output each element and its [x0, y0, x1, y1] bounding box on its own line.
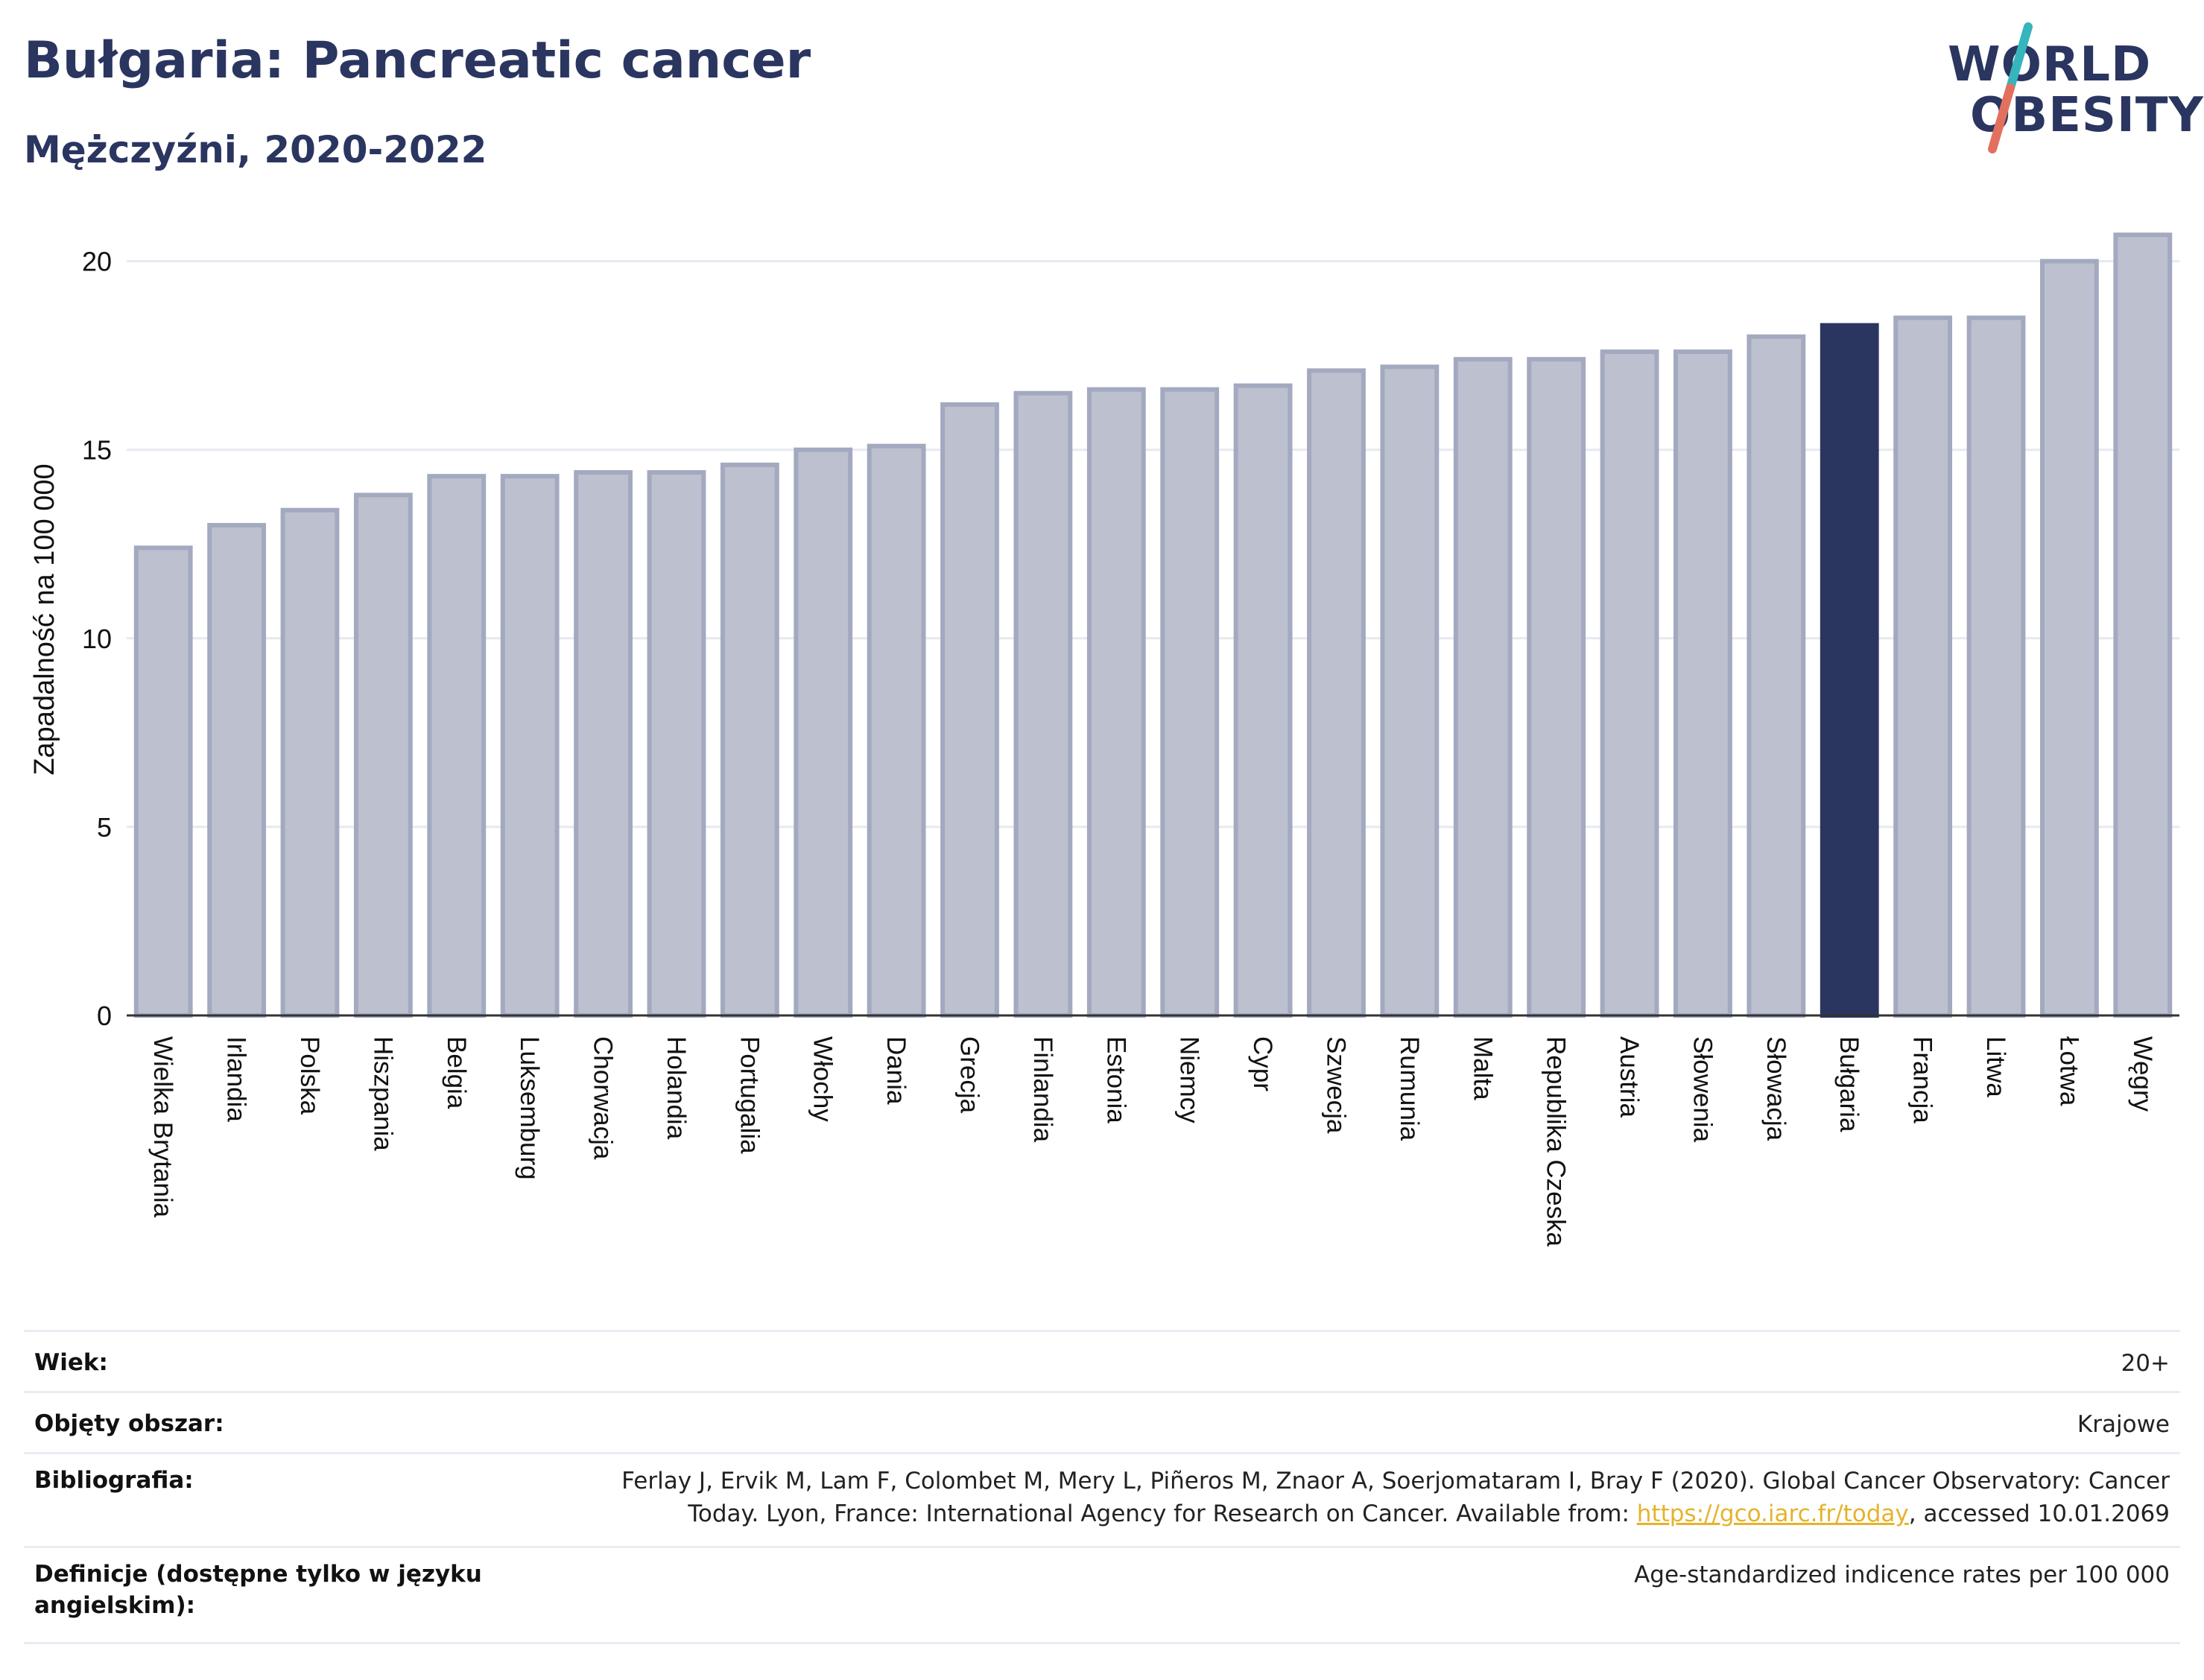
bar-rumunia: [1380, 364, 1440, 1018]
source-link[interactable]: https://gco.iarc.fr/today: [1636, 1500, 1909, 1527]
meta-label: Objęty obszar:: [34, 1410, 224, 1437]
meta-value: Ferlay J, Ervik M, Lam F, Colombet M, Me…: [621, 1465, 2170, 1530]
bar-portugalia: [720, 462, 779, 1018]
bibliography-line2: Today. Lyon, France: International Agenc…: [621, 1497, 2170, 1530]
x-tick-label: Polska: [295, 1036, 324, 1115]
bar-niemcy: [1160, 387, 1220, 1018]
bibliography-text: Today. Lyon, France: International Agenc…: [688, 1500, 1637, 1527]
x-tick-label: Łotwa: [2054, 1036, 2083, 1106]
meta-row-area: Objęty obszar: Krajowe: [24, 1391, 2180, 1454]
bar-luksemburg: [500, 474, 560, 1018]
y-tick-label: 15: [82, 435, 112, 466]
x-tick-labels: Wielka Brytania Irlandia Polska Hiszpania Be…: [148, 1036, 2157, 1247]
x-tick-label: Republika Czeska: [1542, 1036, 1571, 1247]
page-title: Bułgaria: Pancreatic cancer: [24, 31, 811, 90]
meta-label: Definicje (dostępne tylko w języku angie…: [34, 1559, 482, 1621]
logo-line1: WORLD: [1948, 37, 2152, 92]
x-tick-label: Malta: [1468, 1036, 1497, 1100]
x-tick-label: Szwecja: [1321, 1036, 1350, 1134]
x-tick-label: Austria: [1615, 1036, 1644, 1118]
bar-estonia: [1086, 387, 1146, 1018]
bar-holandia: [647, 470, 706, 1018]
x-tick-label: Hiszpania: [368, 1036, 397, 1151]
x-tick-label: Węgry: [2128, 1036, 2157, 1112]
world-obesity-logo: WORLD OBESITY: [1945, 22, 2203, 156]
meta-value: Krajowe: [2077, 1411, 2170, 1438]
x-tick-label: Grecja: [955, 1036, 984, 1114]
x-tick-label: Słowenia: [1688, 1036, 1717, 1143]
x-tick-label: Belgia: [442, 1036, 471, 1109]
bar-polska: [280, 507, 340, 1018]
bar-hiszpania: [353, 492, 413, 1018]
x-tick-label: Cypr: [1248, 1036, 1277, 1091]
x-tick-label: Francja: [1908, 1036, 1937, 1123]
bars: [133, 232, 2173, 1018]
bar-wielka-brytania: [133, 545, 193, 1018]
bar-chorwacja: [574, 470, 633, 1018]
bibliography-text: , accessed 10.01.2069: [1908, 1500, 2170, 1527]
y-tick-label: 20: [82, 247, 112, 277]
page-subtitle: Mężczyźni, 2020-2022: [24, 128, 487, 171]
meta-value: 20+: [2121, 1350, 2170, 1377]
bar-francja: [1893, 315, 1953, 1018]
x-tick-label: Finlandia: [1028, 1036, 1057, 1143]
x-tick-label: Niemcy: [1175, 1036, 1204, 1123]
bar-włochy: [794, 447, 853, 1018]
x-tick-label: Dania: [881, 1036, 911, 1105]
x-tick-label: Litwa: [1981, 1036, 2010, 1097]
y-axis-label: Zapadalność na 100 000: [29, 463, 60, 775]
x-tick-label: Portugalia: [735, 1036, 764, 1154]
meta-row-bibliography: Bibliografia: Ferlay J, Ervik M, Lam F, …: [24, 1452, 2180, 1548]
x-tick-label: Włochy: [808, 1036, 837, 1122]
x-tick-label: Irlandia: [222, 1036, 251, 1122]
bar-irlandia: [207, 522, 266, 1018]
bar-łotwa: [2040, 259, 2099, 1018]
bar-austria: [1600, 349, 1659, 1018]
y-tick-label: 0: [97, 1001, 112, 1031]
x-tick-label: Luksemburg: [515, 1036, 544, 1180]
meta-label: Bibliografia:: [34, 1467, 194, 1494]
bar-szwecja: [1307, 368, 1366, 1018]
bar-litwa: [1966, 315, 2026, 1018]
meta-label-line: Definicje (dostępne tylko w języku: [34, 1561, 482, 1588]
x-tick-label: Chorwacja: [589, 1036, 618, 1160]
y-tick-label: 5: [97, 812, 112, 843]
y-tick-labels: 0 5 10 15 20: [82, 247, 112, 1031]
bar-belgia: [427, 474, 487, 1018]
meta-row-age: Wiek: 20+: [24, 1330, 2180, 1393]
meta-row-definitions: Definicje (dostępne tylko w języku angie…: [24, 1546, 2180, 1644]
y-tick-label: 10: [82, 624, 112, 654]
logo-slash-icon: [1988, 22, 2033, 153]
x-tick-label: Rumunia: [1395, 1036, 1424, 1141]
x-tick-label: Estonia: [1101, 1036, 1130, 1123]
bar-bułgaria: [1820, 323, 1879, 1018]
x-tick-label: Holandia: [662, 1036, 691, 1140]
bar-węgry: [2113, 232, 2173, 1018]
bar-republika-czeska: [1527, 357, 1586, 1018]
bar-grecja: [940, 402, 999, 1018]
bar-słowenia: [1673, 349, 1732, 1018]
x-tick-label: Słowacja: [1761, 1036, 1790, 1141]
bar-chart: 0 5 10 15 20 Wielka Brytania Irlandia Polska Hi…: [29, 232, 2179, 1247]
bar-dania: [867, 443, 926, 1018]
meta-label: Wiek:: [34, 1349, 108, 1376]
meta-value: Age-standardized indicence rates per 100…: [1634, 1562, 2170, 1588]
meta-label-line: angielskim):: [34, 1592, 196, 1619]
bar-cypr: [1233, 383, 1293, 1018]
bar-słowacja: [1747, 334, 1806, 1018]
bar-malta: [1453, 357, 1513, 1018]
bar-finlandia: [1013, 390, 1073, 1018]
x-tick-label: Bułgaria: [1834, 1036, 1863, 1132]
x-tick-label: Wielka Brytania: [148, 1036, 177, 1218]
bibliography-line1: Ferlay J, Ervik M, Lam F, Colombet M, Me…: [621, 1468, 2170, 1494]
